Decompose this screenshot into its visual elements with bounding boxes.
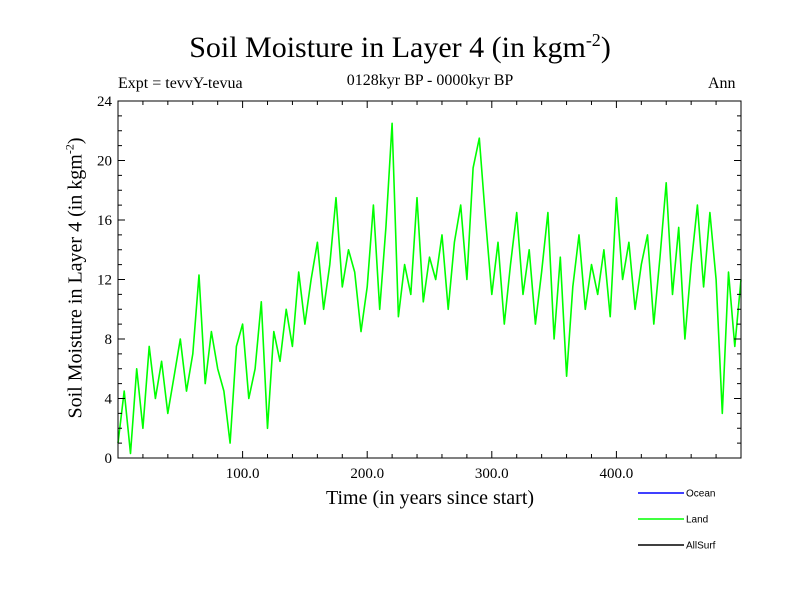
chart-title: Soil Moisture in Layer 4 (in kgm-2): [0, 30, 800, 65]
chart-subtitle: 0128kyr BP - 0000kyr BP: [346, 72, 514, 89]
legend-label-allsurf: AllSurf: [686, 541, 716, 552]
series-line-land: [117, 122, 742, 455]
experiment-label: Expt = tevvY-tevua: [118, 75, 243, 92]
legend-label-land: Land: [686, 515, 708, 526]
y-tick-label: 4: [105, 392, 113, 408]
x-axis-label: Time (in years since start): [325, 487, 535, 509]
x-tick-label: 200.0: [350, 466, 384, 482]
x-tick-label: 100.0: [226, 466, 260, 482]
x-tick-label: 400.0: [600, 466, 634, 482]
season-label: Ann: [708, 75, 736, 92]
chart-title-superscript: -2: [585, 30, 601, 50]
y-tick-label: 12: [97, 273, 112, 289]
x-tick-label: 300.0: [475, 466, 509, 482]
axes: 0 4 8 12 16 20 24 100.0 200.0 300.0 400.0: [97, 94, 742, 482]
y-tick-label: 16: [97, 213, 113, 229]
y-tick-label: 20: [97, 154, 112, 170]
y-tick-label: 0: [105, 451, 113, 467]
chart-title-close: ): [600, 31, 611, 64]
chart-title-text: Soil Moisture in Layer 4 (in kgm: [189, 31, 586, 64]
legend: Ocean Land AllSurf: [638, 489, 716, 552]
plot-frame: [117, 100, 742, 459]
y-tick-label: 24: [97, 94, 113, 110]
plot-area: [117, 122, 742, 455]
legend-label-ocean: Ocean: [686, 489, 715, 500]
y-tick-label: 8: [105, 332, 113, 348]
